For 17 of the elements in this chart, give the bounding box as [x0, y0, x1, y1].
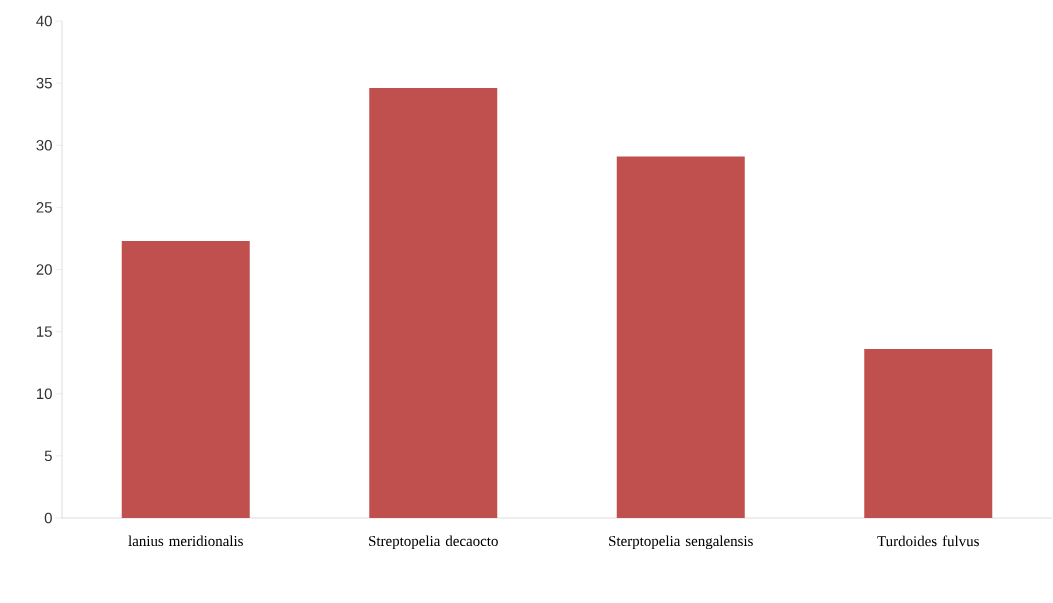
x-tick-label: Streptopelia decaocto [369, 535, 498, 550]
x-tick-label: Sterptopelia sengalensis [609, 535, 753, 550]
y-tick-label: 35 [36, 77, 52, 89]
y-tick-label: 40 [36, 15, 52, 27]
bar [616, 156, 745, 518]
y-tick-label: 25 [36, 202, 52, 213]
y-tick-label: 10 [37, 388, 52, 400]
bar [121, 240, 250, 518]
bar [369, 88, 498, 518]
bar [864, 349, 993, 518]
x-tick-label: lanius meridionalis [128, 535, 243, 547]
y-tick-label: 15 [37, 326, 52, 337]
y-tick-label: 20 [36, 264, 52, 275]
y-tick-label: 0 [44, 512, 52, 524]
y-tick-label: 30 [36, 139, 52, 151]
x-tick-label: Turdoides fulvus [877, 535, 979, 547]
y-tick-label: 5 [44, 450, 52, 462]
